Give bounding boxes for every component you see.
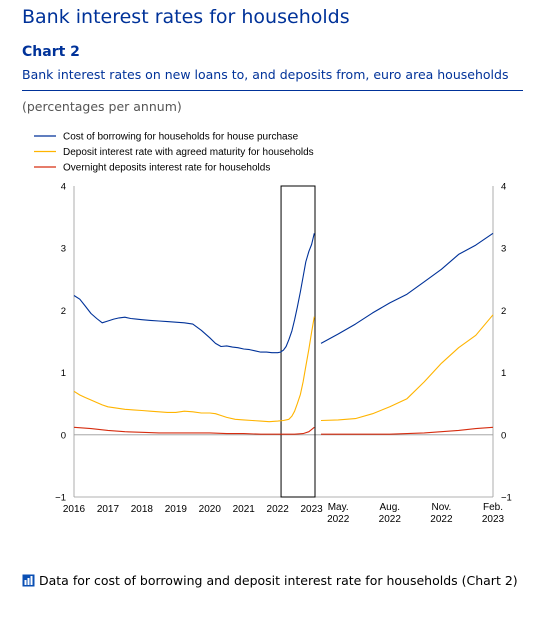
y-tick-right--1: −1 — [501, 493, 512, 504]
series-left-1 — [73, 233, 315, 354]
data-download-link-text[interactable]: Data for cost of borrowing and deposit i… — [39, 573, 518, 588]
interest-rate-chart: Cost of borrowing for households for hou… — [34, 132, 512, 525]
series-right-3 — [321, 426, 494, 435]
x-tick-right-4-month: Feb. — [483, 502, 503, 513]
series-left-2 — [73, 316, 315, 423]
x-tick-right-1-month: May. — [328, 502, 349, 513]
y-tick-left-1: 1 — [61, 368, 66, 379]
x-tick-2022: 2022 — [267, 504, 290, 515]
x-tick-2016: 2016 — [63, 504, 86, 515]
title-divider — [22, 90, 523, 91]
legend-label-2: Deposit interest rate with agreed maturi… — [63, 147, 314, 158]
x-tick-2017: 2017 — [97, 504, 120, 515]
legend-label-3: Overnight deposits interest rate for hou… — [63, 163, 270, 174]
legend-label-1: Cost of borrowing for households for hou… — [63, 132, 299, 143]
x-tick-right-4-year: 2023 — [482, 514, 505, 525]
y-tick-left-4: 4 — [61, 182, 66, 193]
x-tick-2023: 2023 — [300, 504, 323, 515]
y-tick-right-3: 3 — [501, 244, 506, 255]
y-tick-left-0: 0 — [61, 430, 66, 441]
data-download-link[interactable]: Data for cost of borrowing and deposit i… — [18, 571, 528, 593]
x-tick-right-3-month: Nov. — [431, 502, 451, 513]
series-left-3 — [73, 426, 315, 435]
highlight-box — [280, 185, 316, 498]
chart-label: Chart 2 — [22, 44, 80, 60]
y-tick-right-1: 1 — [501, 368, 506, 379]
page-title: Bank interest rates for households — [22, 6, 350, 28]
y-tick-right-0: 0 — [501, 430, 506, 441]
y-tick-right-2: 2 — [501, 306, 506, 317]
series-right-2 — [320, 314, 494, 422]
units-label: (percentages per annum) — [22, 99, 182, 114]
x-tick-2021: 2021 — [233, 504, 256, 515]
chart-subtitle: Bank interest rates on new loans to, and… — [22, 67, 509, 82]
y-tick-left-2: 2 — [61, 306, 66, 317]
x-tick-2019: 2019 — [165, 504, 188, 515]
x-tick-right-2-month: Aug. — [380, 502, 401, 513]
x-tick-right-1-year: 2022 — [327, 514, 350, 525]
y-tick-left-3: 3 — [61, 244, 66, 255]
y-tick-left--1: −1 — [55, 493, 66, 504]
y-tick-right-4: 4 — [501, 182, 506, 193]
x-tick-right-3-year: 2022 — [430, 514, 453, 525]
download-chart-icon[interactable] — [22, 573, 35, 593]
x-tick-right-2-year: 2022 — [379, 514, 402, 525]
series-right-1 — [320, 232, 494, 344]
x-tick-2018: 2018 — [131, 504, 154, 515]
x-tick-2020: 2020 — [199, 504, 222, 515]
